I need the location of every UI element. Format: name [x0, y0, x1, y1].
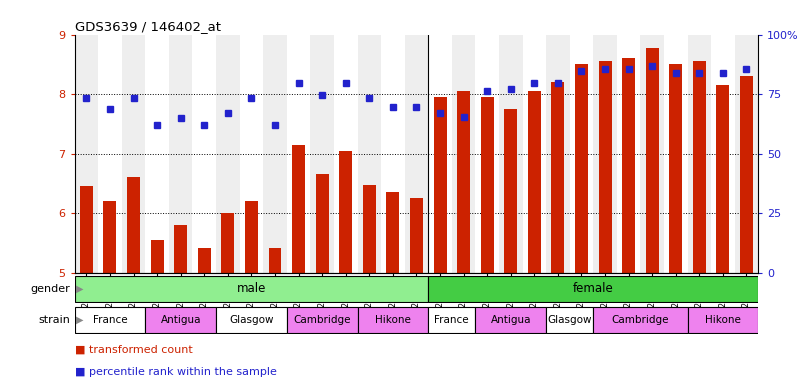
- Bar: [434, 97, 447, 273]
- Bar: [216, 35, 239, 273]
- Bar: [358, 307, 428, 333]
- Bar: [688, 35, 711, 273]
- Text: female: female: [573, 283, 614, 295]
- Bar: [735, 35, 758, 273]
- Bar: [575, 65, 588, 273]
- Bar: [457, 91, 470, 273]
- Bar: [151, 240, 164, 273]
- Bar: [169, 35, 192, 273]
- Bar: [315, 174, 328, 273]
- Bar: [594, 307, 688, 333]
- Bar: [481, 97, 494, 273]
- Bar: [716, 85, 729, 273]
- Bar: [711, 35, 735, 273]
- Bar: [664, 35, 688, 273]
- Bar: [75, 276, 428, 302]
- Bar: [475, 35, 499, 273]
- Bar: [646, 48, 659, 273]
- Bar: [245, 201, 258, 273]
- Text: Antigua: Antigua: [161, 314, 201, 325]
- Bar: [599, 61, 611, 273]
- Bar: [386, 192, 399, 273]
- Bar: [339, 151, 352, 273]
- Bar: [80, 186, 93, 273]
- Bar: [594, 35, 617, 273]
- Bar: [216, 307, 287, 333]
- Text: male: male: [237, 283, 266, 295]
- Bar: [122, 35, 145, 273]
- Bar: [740, 76, 753, 273]
- Bar: [428, 35, 452, 273]
- Bar: [641, 35, 664, 273]
- Bar: [127, 177, 140, 273]
- Bar: [287, 35, 311, 273]
- Bar: [499, 35, 522, 273]
- Bar: [287, 307, 358, 333]
- Bar: [688, 307, 758, 333]
- Bar: [693, 61, 706, 273]
- Bar: [311, 35, 334, 273]
- Bar: [334, 35, 358, 273]
- Bar: [522, 35, 546, 273]
- Bar: [428, 307, 475, 333]
- Bar: [452, 35, 475, 273]
- Text: Antigua: Antigua: [491, 314, 531, 325]
- Text: Hikone: Hikone: [705, 314, 741, 325]
- Bar: [75, 307, 145, 333]
- Bar: [410, 198, 423, 273]
- Bar: [622, 58, 635, 273]
- Text: ▶: ▶: [76, 314, 84, 325]
- Text: Cambridge: Cambridge: [294, 314, 351, 325]
- Text: gender: gender: [31, 284, 71, 294]
- Bar: [363, 185, 375, 273]
- Bar: [221, 213, 234, 273]
- Bar: [192, 35, 216, 273]
- Bar: [145, 307, 216, 333]
- Bar: [528, 91, 541, 273]
- Bar: [546, 35, 569, 273]
- Bar: [104, 201, 117, 273]
- Bar: [617, 35, 641, 273]
- Bar: [174, 225, 187, 273]
- Text: ▶: ▶: [76, 284, 84, 294]
- Text: Cambridge: Cambridge: [611, 314, 669, 325]
- Bar: [268, 248, 281, 273]
- Text: ■ percentile rank within the sample: ■ percentile rank within the sample: [75, 367, 277, 377]
- Bar: [239, 35, 264, 273]
- Text: ■ transformed count: ■ transformed count: [75, 344, 192, 354]
- Text: Glasgow: Glasgow: [230, 314, 273, 325]
- Bar: [405, 35, 428, 273]
- Text: GDS3639 / 146402_at: GDS3639 / 146402_at: [75, 20, 221, 33]
- Bar: [264, 35, 287, 273]
- Bar: [198, 248, 211, 273]
- Bar: [75, 35, 98, 273]
- Bar: [475, 307, 546, 333]
- Bar: [381, 35, 405, 273]
- Bar: [292, 145, 305, 273]
- Bar: [669, 65, 682, 273]
- Bar: [569, 35, 594, 273]
- Bar: [145, 35, 169, 273]
- Text: France: France: [92, 314, 127, 325]
- Text: France: France: [435, 314, 469, 325]
- Bar: [428, 276, 758, 302]
- Text: Hikone: Hikone: [375, 314, 411, 325]
- Bar: [546, 307, 594, 333]
- Text: strain: strain: [39, 314, 71, 325]
- Bar: [98, 35, 122, 273]
- Text: Glasgow: Glasgow: [547, 314, 592, 325]
- Bar: [358, 35, 381, 273]
- Bar: [504, 109, 517, 273]
- Bar: [551, 82, 564, 273]
